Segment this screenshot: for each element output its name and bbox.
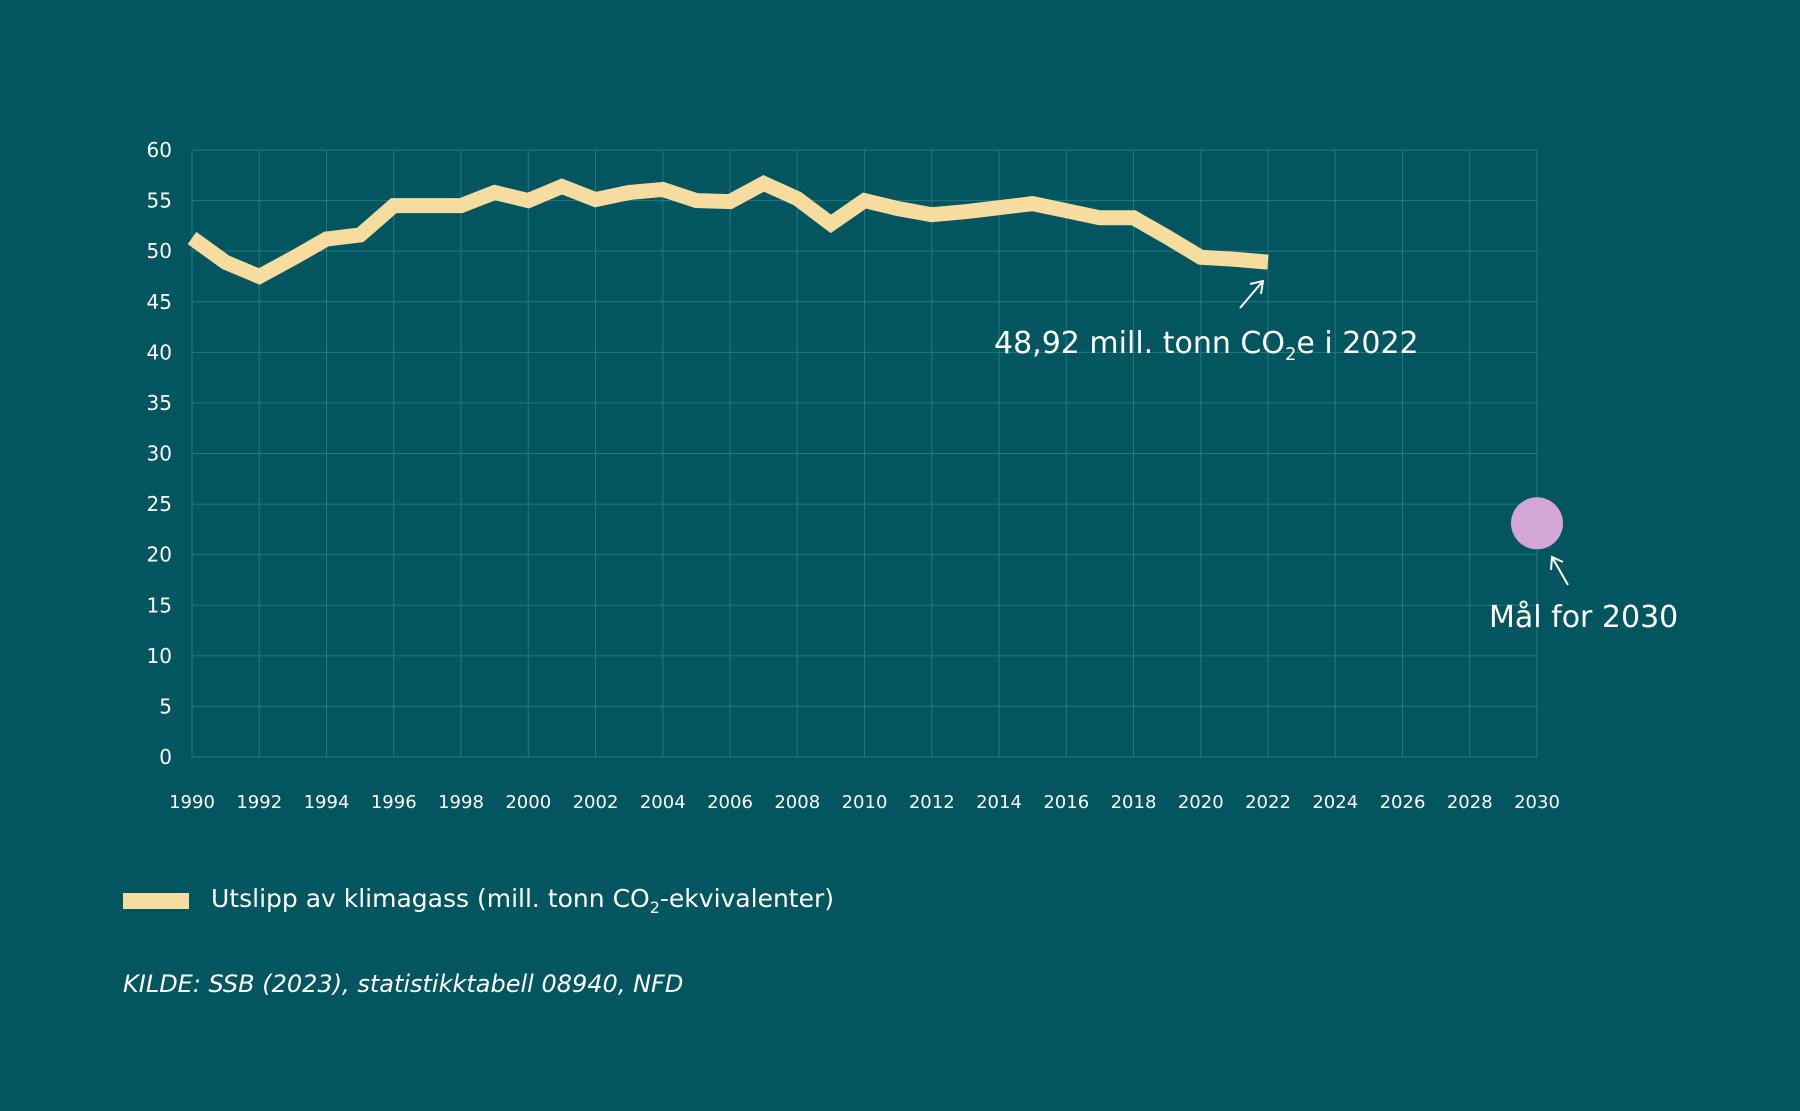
x-tick-label: 2030 bbox=[1514, 792, 1560, 813]
arrow-icon bbox=[1239, 279, 1265, 309]
x-tick-label: 1990 bbox=[169, 792, 215, 813]
x-tick-label: 2006 bbox=[707, 792, 753, 813]
x-tick-label: 1994 bbox=[304, 792, 350, 813]
y-tick-label: 40 bbox=[147, 340, 172, 364]
source-note: KILDE: SSB (2023), statistikktabell 0894… bbox=[123, 970, 684, 998]
legend: Utslipp av klimagass (mill. tonn CO2-ekv… bbox=[123, 884, 834, 917]
x-tick-label: 2000 bbox=[505, 792, 551, 813]
y-tick-label: 15 bbox=[147, 593, 172, 617]
x-tick-label: 2016 bbox=[1043, 792, 1089, 813]
x-tick-label: 2022 bbox=[1245, 792, 1291, 813]
y-tick-label: 55 bbox=[147, 189, 172, 213]
y-tick-label: 20 bbox=[147, 543, 172, 567]
x-tick-label: 2004 bbox=[640, 792, 686, 813]
annotation-target-2030: Mål for 2030 bbox=[1489, 600, 1679, 635]
x-tick-label: 2008 bbox=[774, 792, 820, 813]
y-tick-label: 10 bbox=[147, 644, 172, 668]
y-tick-label: 50 bbox=[147, 239, 172, 263]
x-tick-label: 1992 bbox=[236, 792, 282, 813]
x-tick-label: 2012 bbox=[909, 792, 955, 813]
legend-swatch bbox=[123, 892, 189, 909]
y-tick-label: 60 bbox=[147, 138, 172, 162]
x-tick-label: 1996 bbox=[371, 792, 417, 813]
x-tick-label: 2014 bbox=[976, 792, 1022, 813]
annotation-2022: 48,92 mill. tonn CO2e i 2022 bbox=[994, 326, 1419, 365]
x-tick-label: 1998 bbox=[438, 792, 484, 813]
x-tick-label: 2002 bbox=[573, 792, 619, 813]
x-tick-label: 2018 bbox=[1111, 792, 1157, 813]
y-tick-label: 45 bbox=[147, 290, 172, 314]
y-tick-label: 0 bbox=[159, 745, 172, 769]
y-tick-label: 5 bbox=[159, 694, 172, 718]
x-tick-label: 2024 bbox=[1312, 792, 1358, 813]
y-tick-label: 35 bbox=[147, 391, 172, 415]
y-tick-label: 25 bbox=[147, 492, 172, 516]
x-tick-label: 2026 bbox=[1380, 792, 1426, 813]
x-tick-label: 2028 bbox=[1447, 792, 1493, 813]
arrow-icon bbox=[1550, 555, 1569, 586]
x-tick-label: 2020 bbox=[1178, 792, 1224, 813]
legend-label: Utslipp av klimagass (mill. tonn CO2-ekv… bbox=[211, 884, 835, 917]
y-tick-label: 30 bbox=[147, 442, 172, 466]
target-point bbox=[1511, 497, 1563, 550]
x-tick-label: 2010 bbox=[842, 792, 888, 813]
